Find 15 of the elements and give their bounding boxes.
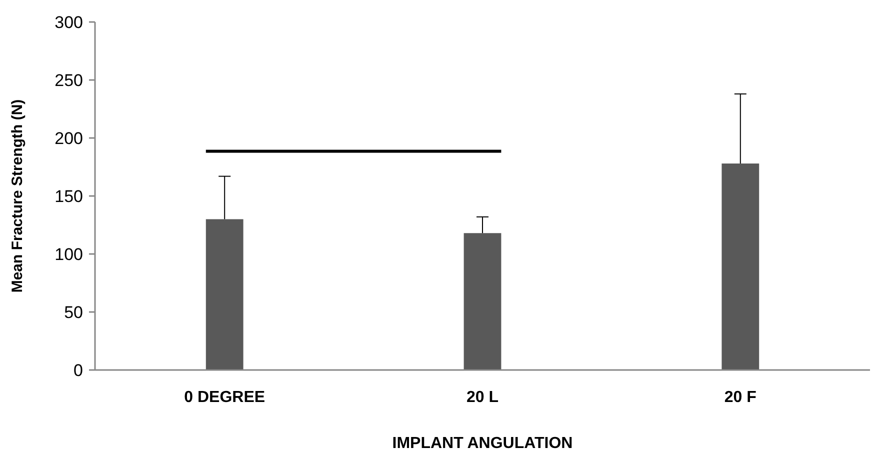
y-tick-label: 200 <box>54 128 83 148</box>
y-tick-label: 150 <box>54 186 83 206</box>
bar <box>206 219 244 370</box>
y-tick-label: 0 <box>74 360 83 380</box>
y-tick-label: 300 <box>54 12 83 32</box>
y-tick-label: 250 <box>54 70 83 90</box>
x-axis-title: IMPLANT ANGULATION <box>392 435 573 452</box>
x-tick-label: 0 DEGREE <box>184 389 266 406</box>
x-tick-label: 20 L <box>466 389 499 406</box>
y-axis-title: Mean Fracture Strength (N) <box>9 99 26 293</box>
y-tick-label: 50 <box>64 302 83 322</box>
x-tick-label: 20 F <box>724 389 757 406</box>
y-tick-label: 100 <box>54 244 83 264</box>
bar <box>464 233 502 370</box>
bar <box>722 164 760 370</box>
